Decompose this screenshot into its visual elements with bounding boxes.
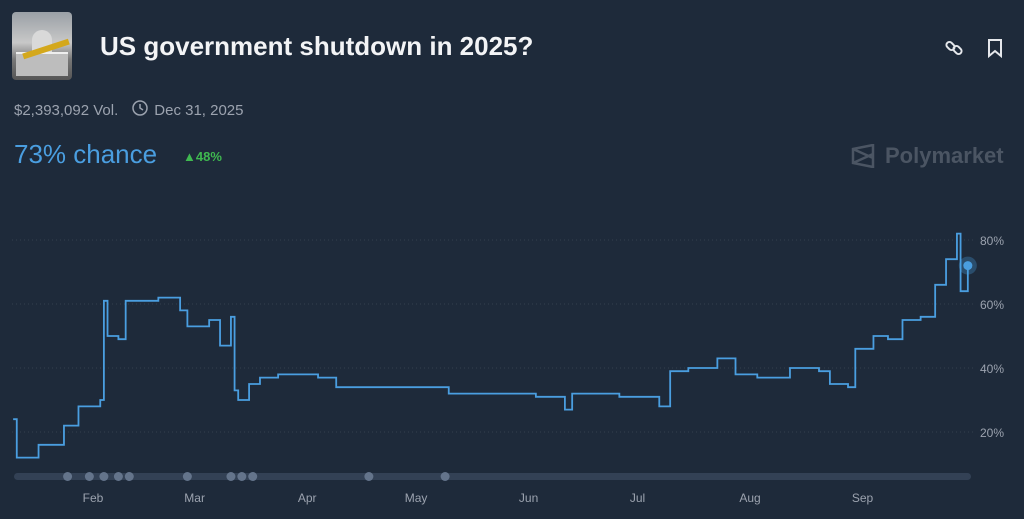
x-tick-label: Apr bbox=[298, 491, 317, 505]
event-marker[interactable] bbox=[84, 472, 94, 481]
event-marker[interactable] bbox=[248, 472, 258, 481]
event-marker[interactable] bbox=[226, 472, 236, 481]
current-point bbox=[963, 261, 973, 271]
event-marker[interactable] bbox=[364, 472, 374, 481]
link-icon[interactable] bbox=[944, 38, 964, 63]
event-marker[interactable] bbox=[237, 472, 247, 481]
x-tick-label: Jun bbox=[519, 491, 538, 505]
y-tick-label: 60% bbox=[980, 298, 1004, 312]
y-tick-label: 80% bbox=[980, 234, 1004, 248]
x-tick-label: Feb bbox=[83, 491, 104, 505]
event-marker[interactable] bbox=[63, 472, 73, 481]
market-thumbnail bbox=[12, 12, 72, 80]
end-date: Dec 31, 2025 bbox=[154, 101, 244, 119]
page-title: US government shutdown in 2025? bbox=[100, 31, 534, 61]
clock-icon bbox=[132, 100, 149, 120]
event-marker[interactable] bbox=[113, 472, 123, 481]
bookmark-icon[interactable] bbox=[986, 38, 1004, 63]
event-marker[interactable] bbox=[182, 472, 192, 481]
polymarket-logo: Polymarket bbox=[851, 143, 1004, 169]
x-tick-label: Aug bbox=[739, 491, 760, 505]
chance-change: ▲48% bbox=[183, 149, 222, 164]
event-marker[interactable] bbox=[440, 472, 450, 481]
up-triangle-icon: ▲ bbox=[183, 149, 196, 164]
price-line bbox=[13, 232, 969, 459]
y-tick-label: 40% bbox=[980, 362, 1004, 376]
event-marker[interactable] bbox=[99, 472, 109, 481]
x-tick-label: Mar bbox=[184, 491, 205, 505]
volume: $2,393,092 Vol. bbox=[14, 101, 119, 119]
x-tick-label: Jul bbox=[630, 491, 645, 505]
chance-value: 73% chance bbox=[14, 139, 158, 169]
x-tick-label: Sep bbox=[852, 491, 874, 505]
y-tick-label: 20% bbox=[980, 426, 1004, 440]
timeline-scrubber[interactable] bbox=[14, 473, 971, 480]
event-marker[interactable] bbox=[124, 472, 134, 481]
x-tick-label: May bbox=[405, 491, 428, 505]
